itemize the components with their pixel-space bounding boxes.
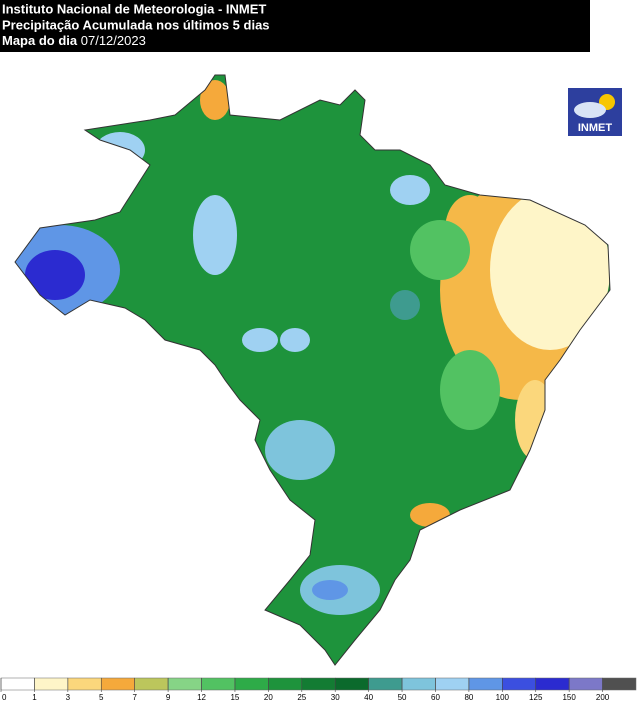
legend-label: 0	[2, 693, 7, 702]
legend-label: 5	[99, 693, 104, 702]
logo-text: INMET	[578, 122, 613, 134]
legend-swatch	[435, 677, 470, 691]
legend-label: 100	[496, 693, 510, 702]
legend-swatch	[167, 677, 202, 691]
wet-zone	[280, 328, 310, 352]
header-box	[0, 0, 590, 52]
legend-label: 7	[132, 693, 137, 702]
legend-swatch	[234, 677, 269, 691]
wet-zone	[390, 175, 430, 205]
legend-swatch	[301, 677, 336, 691]
legend-label: 1	[32, 693, 37, 702]
wet-zone	[25, 250, 85, 300]
legend-swatch	[568, 677, 603, 691]
legend-label: 9	[166, 693, 171, 702]
legend-label: 200	[596, 693, 610, 702]
legend-label: 30	[331, 693, 340, 702]
legend-label: 20	[264, 693, 273, 702]
dry-zone	[200, 80, 230, 120]
wet-zone	[390, 290, 420, 320]
legend-label: 60	[431, 693, 440, 702]
legend-swatch	[0, 677, 35, 691]
legend-swatch	[268, 677, 303, 691]
legend-swatch	[535, 677, 570, 691]
legend-label: 125	[529, 693, 543, 702]
legend-swatch	[134, 677, 169, 691]
legend-swatch	[67, 677, 102, 691]
moderate-zone	[440, 350, 500, 430]
legend-label: 25	[297, 693, 306, 702]
logo-cloud	[574, 102, 606, 118]
legend-swatch	[201, 677, 236, 691]
legend-swatch	[401, 677, 436, 691]
legend-swatch	[101, 677, 135, 691]
dry-zone	[490, 190, 610, 350]
legend-swatch	[502, 677, 536, 691]
legend-label: 150	[562, 693, 576, 702]
legend-label: 50	[398, 693, 407, 702]
legend-swatch	[34, 677, 69, 691]
header-date-line: Mapa do dia 07/12/2023	[2, 33, 146, 48]
legend-swatch	[368, 677, 403, 691]
color-legend: 0 1 3 5 7 9 12 15 20 25 30 40 50 60 80 100 125 150 200	[0, 677, 637, 702]
header-subtitle: Precipitação Acumulada nos últimos 5 dia…	[2, 17, 270, 32]
moderate-zone	[410, 220, 470, 280]
legend-swatch	[468, 677, 503, 691]
map-label: Mapa do dia	[2, 33, 78, 48]
legend-swatch	[602, 677, 637, 691]
wet-zone	[193, 195, 237, 275]
legend-swatch	[334, 677, 369, 691]
legend-label: 40	[364, 693, 373, 702]
wet-zone	[312, 580, 348, 600]
legend-label: 80	[464, 693, 473, 702]
legend-label: 12	[197, 693, 206, 702]
wet-zone	[265, 420, 335, 480]
legend-label: 15	[230, 693, 239, 702]
wet-zone	[242, 328, 278, 352]
legend-label: 3	[66, 693, 71, 702]
map-date: 07/12/2023	[81, 33, 146, 48]
header-title: Instituto Nacional de Meteorologia - INM…	[2, 1, 266, 16]
